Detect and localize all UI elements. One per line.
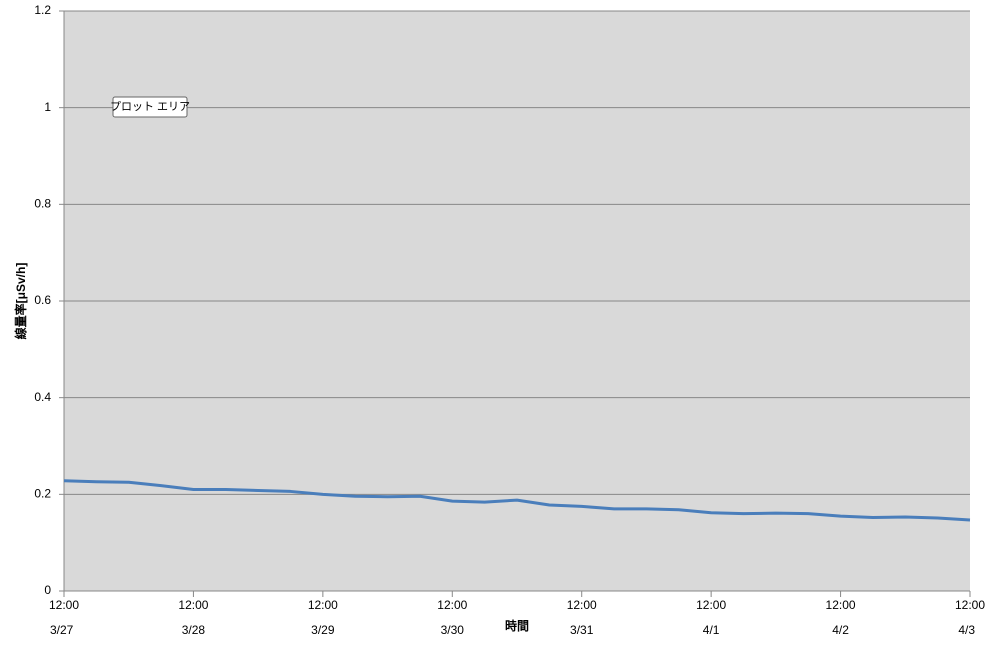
x-tick-label: 12:00 <box>826 598 856 612</box>
y-tick-label: 0.8 <box>34 197 51 211</box>
x-date-label: 3/28 <box>182 623 206 637</box>
x-tick-label: 12:00 <box>178 598 208 612</box>
y-tick-label: 1 <box>44 100 51 114</box>
x-tick-label: 12:00 <box>49 598 79 612</box>
x-date-label: 4/1 <box>703 623 720 637</box>
x-date-label: 3/31 <box>570 623 594 637</box>
x-date-label: 3/30 <box>441 623 465 637</box>
x-tick-label: 12:00 <box>696 598 726 612</box>
x-date-label: 3/29 <box>311 623 335 637</box>
data-line <box>63 479 971 522</box>
x-tick-label: 12:00 <box>437 598 467 612</box>
y-axis-title: 線量率[μSv/h] <box>13 263 28 340</box>
y-tick-label: 0 <box>44 583 51 597</box>
y-tick-label: 0.6 <box>34 293 51 307</box>
x-date-label: 3/27 <box>50 623 74 637</box>
tooltip-text: プロット エリア <box>110 100 190 113</box>
y-tick-label: 0.2 <box>34 487 51 501</box>
x-tick-label: 12:00 <box>308 598 338 612</box>
x-axis-title: 時間 <box>505 618 529 633</box>
tooltip-box <box>112 96 188 118</box>
y-tick-label: 1.2 <box>34 3 51 17</box>
y-tick-label: 0.4 <box>34 390 51 404</box>
x-date-label: 4/2 <box>832 623 849 637</box>
x-tick-label: 12:00 <box>955 598 985 612</box>
x-tick-label: 12:00 <box>567 598 597 612</box>
tooltip: プロット エリア <box>110 96 190 118</box>
x-date-label: 4/3 <box>958 623 975 637</box>
